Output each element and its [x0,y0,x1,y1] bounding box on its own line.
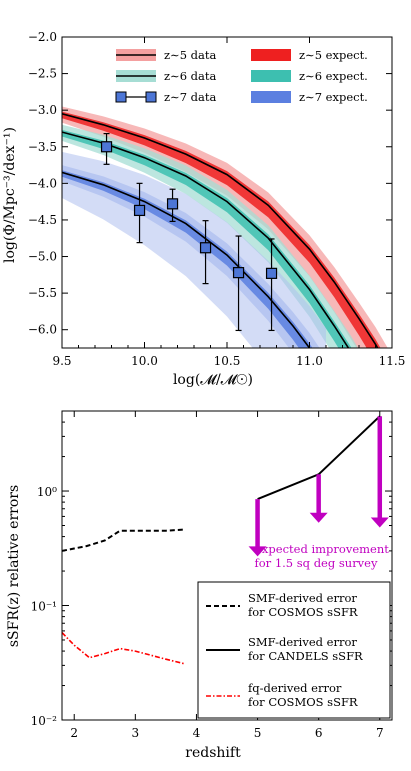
y-tick-label: 10⁰ [37,485,57,499]
plot-frame [61,410,393,721]
z7-data-point [232,267,245,279]
y-tick-label: 10⁻² [31,714,58,728]
y-axis-label: sSFR(z) relative errors [6,485,22,647]
y-axis-label: log(Φ/Mpc⁻³/dex⁻¹) [2,127,18,263]
y-tick-label: −3.0 [28,103,57,117]
x-tick-label: 4 [193,726,201,740]
y-tick-label: −4.5 [28,213,57,227]
annotation-line-2: for 1.5 sq deg survey [255,556,378,570]
z7-data-point [199,242,212,254]
y-tick-label: −4.0 [28,176,57,190]
x-tick-label: 7 [376,726,384,740]
z7-data-point [133,204,146,217]
legend-swatch [251,91,291,103]
ssfr-error-panel: 2 3 4 5 6 7 10⁻² 10⁻¹ 10⁰ expected improvement f… [6,410,393,761]
legend-label: SMF-derived error [248,635,357,649]
x-tick-label: 3 [132,726,140,740]
smf-panel: 9.5 10.0 10.5 11.0 11.5 −2.0 −2.5 −3.0 −3.5 −4.0 −… [2,30,406,388]
x-tick-label: 9.5 [52,354,71,368]
improvement-arrow-head [248,546,267,557]
y-tick-label: −2.5 [28,67,57,81]
y-tick-label: −2.0 [28,30,57,44]
x-tick-label: 5 [254,726,262,740]
z6-data-line [62,131,350,348]
legend-label: for COSMOS sSFR [248,605,358,619]
x-axis-label: redshift [185,745,241,761]
x-tick-label: 10.0 [131,354,158,368]
legend-label: fq-derived error [248,681,342,695]
legend: z∼5 data z∼6 data z∼7 data z∼5 expect. z∼6 e… [115,48,368,104]
y-tick-label: 10⁻¹ [31,600,57,614]
annotation-line-1: expected improvement [255,542,389,556]
improvement-arrow-head [370,517,389,528]
y-tick-label: −5.5 [28,286,57,300]
legend-label: z∼6 data [164,69,217,83]
legend-label: z∼6 expect. [299,69,368,83]
x-tick-label: 10.5 [214,354,241,368]
z7-data-point [166,198,179,210]
z7-expect-band [62,170,313,348]
legend-label: z∼5 data [164,48,217,62]
x-tick-label: 2 [70,726,78,740]
y-tick-label: −3.5 [28,140,57,154]
legend-label: SMF-derived error [248,591,357,605]
cosmos-smf-error-line [62,528,185,552]
improvement-arrow-head [309,512,328,523]
y-tick-label: −6.0 [28,323,57,337]
legend-label: z∼5 expect. [299,48,368,62]
x-tick-label: 6 [315,726,323,740]
legend-label: for CANDELS sSFR [248,649,363,663]
x-axis-label: log(𝓜/𝓜☉) [173,372,253,388]
x-tick-label: 11.0 [296,354,323,368]
cosmos-fq-error-line [62,632,185,665]
z7-data-point [100,141,113,153]
z7-data-point [265,267,278,279]
z5-data-line [62,113,379,348]
legend-marker [115,91,127,103]
z7-data-line [62,171,311,348]
legend-marker [145,91,157,103]
y-tick-label: −5.0 [28,250,57,264]
legend-swatch [251,70,291,82]
legend-swatch [251,49,291,61]
legend-label: z∼7 expect. [299,90,368,104]
x-tick-label: 11.5 [379,354,406,368]
legend-label: z∼7 data [164,90,217,104]
legend-label: for COSMOS sSFR [248,695,358,709]
z7-outer-band [62,151,326,348]
